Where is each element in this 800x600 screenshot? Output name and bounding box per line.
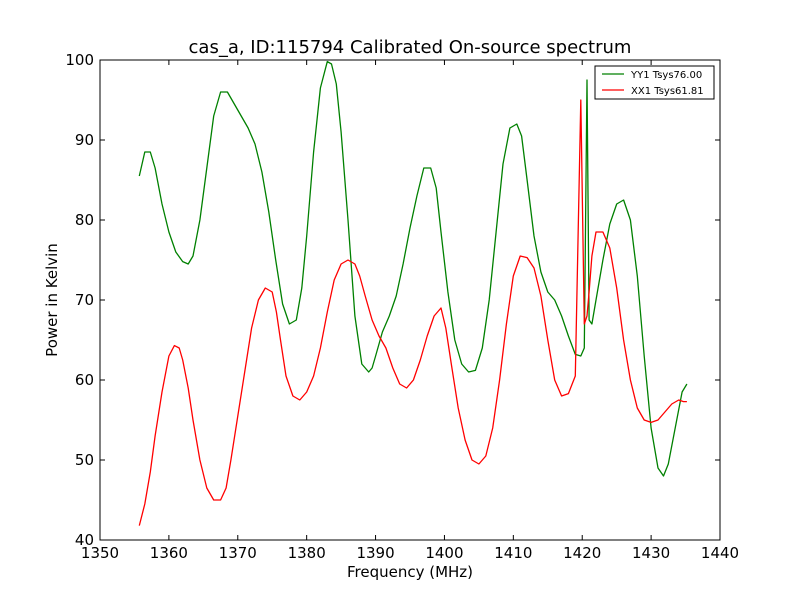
y-tick-label: 100 [65,51,94,69]
x-tick-label: 1390 [356,544,394,562]
y-tick-label: 70 [75,291,94,309]
ticks-layer: 1350 1360 1370 1380 1390 1400 1410 1420 1430 1440… [65,51,739,562]
y-tick-label: 40 [75,531,94,549]
plot-area [100,60,720,540]
x-tick-label: 1380 [288,544,326,562]
x-tick-label: 1370 [219,544,257,562]
x-axis-title: Frequency (MHz) [347,563,473,581]
x-tick-label: 1420 [563,544,601,562]
series-layer [138,60,688,526]
legend-label-xx1: XX1 Tsys61.81 [631,86,704,97]
y-tick-label: 50 [75,451,94,469]
x-tick-label: 1400 [425,544,463,562]
y-tick-label: 80 [75,211,94,229]
legend: YY1 Tsys76.00 XX1 Tsys61.81 [594,65,715,100]
y-axis-title: Power in Kelvin [43,243,61,357]
x-tick-label: 1410 [494,544,532,562]
chart-title: cas_a, ID:115794 Calibrated On-source sp… [189,37,632,58]
y-tick-label: 90 [75,131,94,149]
x-tick-label: 1430 [632,544,670,562]
y-tick-label: 60 [75,371,94,389]
legend-box [594,65,715,100]
x-tick-label: 1440 [701,544,739,562]
x-tick-label: 1360 [150,544,188,562]
series-line-yy1 [138,60,688,477]
x-tick-label: 1350 [81,544,119,562]
legend-label-yy1: YY1 Tsys76.00 [630,70,702,81]
series-line-xx1 [138,99,687,526]
